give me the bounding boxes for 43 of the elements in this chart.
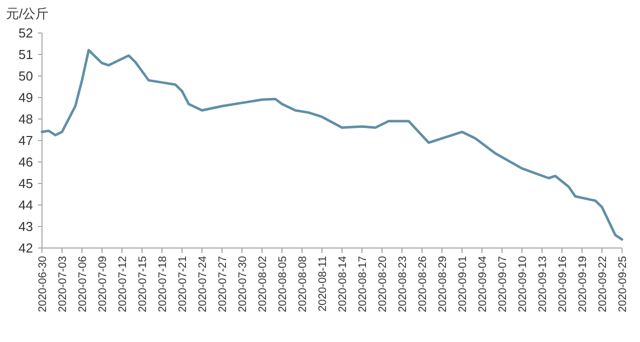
x-tick-label: 2020-08-02 [256,256,269,312]
y-tick-label: 46 [18,154,33,170]
x-tick-label: 2020-08-11 [316,256,329,312]
x-tick-label: 2020-08-29 [436,256,449,312]
y-tick-label: 47 [18,133,33,148]
y-tick-label: 51 [18,47,33,62]
x-tick-label: 2020-09-07 [496,256,509,312]
x-tick-label: 2020-09-19 [576,256,589,312]
x-tick-label: 2020-07-03 [56,256,69,312]
y-tick-label: 49 [18,90,33,106]
x-tick-label: 2020-09-10 [516,256,529,312]
x-tick-label: 2020-08-08 [296,256,309,312]
x-tick-label: 2020-09-25 [616,256,629,312]
x-tick-label: 2020-09-16 [556,256,569,312]
x-tick-label: 2020-08-26 [416,256,429,312]
x-tick-label: 2020-08-17 [356,256,369,312]
x-tick-label: 2020-09-04 [476,256,489,312]
y-axis-title: 元/公斤 [6,6,49,21]
y-tick-label: 45 [18,176,33,192]
x-tick-label: 2020-08-23 [396,256,409,312]
x-tick-label: 2020-09-13 [536,256,549,312]
x-tick-label: 2020-06-30 [36,256,49,312]
x-tick-label: 2020-09-22 [596,256,609,312]
x-tick-label: 2020-08-05 [276,256,289,312]
y-tick-label: 43 [18,219,33,234]
y-tick-label: 52 [18,26,33,41]
y-tick-label: 50 [18,68,33,84]
x-tick-label: 2020-07-24 [196,256,209,312]
x-tick-label: 2020-07-27 [216,256,229,312]
x-tick-label: 2020-08-20 [376,256,389,312]
x-tick-label: 2020-07-06 [76,256,89,312]
x-tick-label: 2020-07-30 [236,256,249,312]
x-tick-label: 2020-07-09 [96,256,109,312]
x-tick-label: 2020-07-15 [136,256,149,312]
x-tick-label: 2020-08-14 [336,256,349,312]
y-tick-label: 44 [18,198,33,213]
x-tick-label: 2020-07-12 [116,256,129,312]
x-tick-label: 2020-07-18 [156,256,169,312]
x-tick-label: 2020-07-21 [176,256,189,312]
line-series [40,48,624,241]
y-tick-label: 42 [18,240,33,256]
x-tick-label: 2020-09-01 [456,256,469,312]
y-tick-label: 48 [18,112,33,127]
